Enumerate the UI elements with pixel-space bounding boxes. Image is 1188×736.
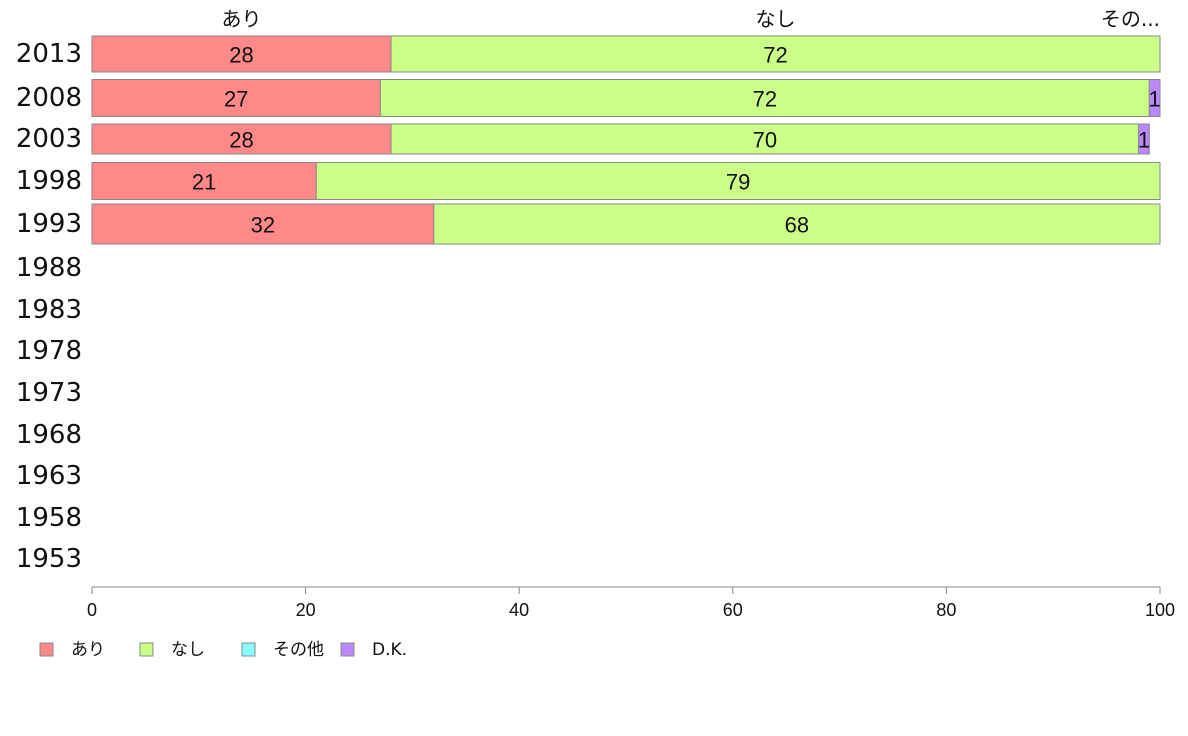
data-label: 21 bbox=[192, 170, 216, 195]
bar-segment bbox=[91, 35, 392, 73]
legend-swatch bbox=[39, 642, 54, 657]
bar-segment bbox=[433, 203, 1161, 245]
x-tick-label: 100 bbox=[1145, 600, 1175, 620]
bar-segment bbox=[1138, 123, 1150, 155]
bar-segment bbox=[1148, 79, 1161, 117]
y-tick-label: 1998 bbox=[16, 166, 82, 196]
category-header-label: その... bbox=[1101, 7, 1160, 31]
legend-label: D.K. bbox=[372, 640, 407, 660]
category-header-label: なし bbox=[756, 7, 796, 31]
x-tick-label: 60 bbox=[723, 600, 743, 620]
data-label: 68 bbox=[785, 213, 809, 238]
y-tick-label: 1973 bbox=[16, 378, 82, 408]
data-label: 27 bbox=[224, 87, 248, 112]
x-tick-label: 40 bbox=[509, 600, 529, 620]
legend-label: その他 bbox=[273, 640, 324, 660]
data-label: 1 bbox=[1138, 128, 1150, 153]
data-label: 28 bbox=[229, 43, 253, 68]
legend-swatch bbox=[139, 642, 154, 657]
y-tick-label: 1968 bbox=[16, 420, 82, 450]
x-tick-label: 0 bbox=[87, 600, 97, 620]
y-tick-label: 2013 bbox=[16, 39, 82, 69]
data-label: 28 bbox=[229, 128, 253, 153]
data-label: 1 bbox=[1149, 87, 1161, 112]
y-tick-label: 2008 bbox=[16, 83, 82, 113]
data-label: 72 bbox=[753, 87, 777, 112]
y-tick-label: 1983 bbox=[16, 295, 82, 325]
y-tick-label: 1978 bbox=[16, 336, 82, 366]
data-label: 32 bbox=[251, 213, 275, 238]
bar-segment bbox=[379, 79, 1150, 117]
y-tick-label: 1993 bbox=[16, 209, 82, 239]
legend-swatch bbox=[241, 642, 256, 657]
bar-segment bbox=[91, 162, 317, 200]
bar-segment bbox=[390, 35, 1161, 73]
bar-segment bbox=[315, 162, 1161, 200]
bar-segment bbox=[390, 123, 1140, 155]
bar-segment bbox=[91, 79, 381, 117]
y-tick-label: 1958 bbox=[16, 503, 82, 533]
x-tick-label: 80 bbox=[936, 600, 956, 620]
data-label: 70 bbox=[753, 128, 777, 153]
y-tick-label: 1988 bbox=[16, 253, 82, 283]
bar-segment bbox=[91, 203, 435, 245]
legend-label: なし bbox=[171, 640, 205, 660]
y-tick-label: 1963 bbox=[16, 461, 82, 491]
legend-label: あり bbox=[71, 640, 105, 660]
data-label: 79 bbox=[726, 170, 750, 195]
category-header-label: あり bbox=[222, 7, 262, 31]
y-tick-label: 1953 bbox=[16, 544, 82, 574]
data-label: 72 bbox=[763, 43, 787, 68]
bar-segment bbox=[91, 123, 392, 155]
legend-swatch bbox=[340, 642, 355, 657]
y-tick-label: 2003 bbox=[16, 124, 82, 154]
x-tick-label: 20 bbox=[296, 600, 316, 620]
